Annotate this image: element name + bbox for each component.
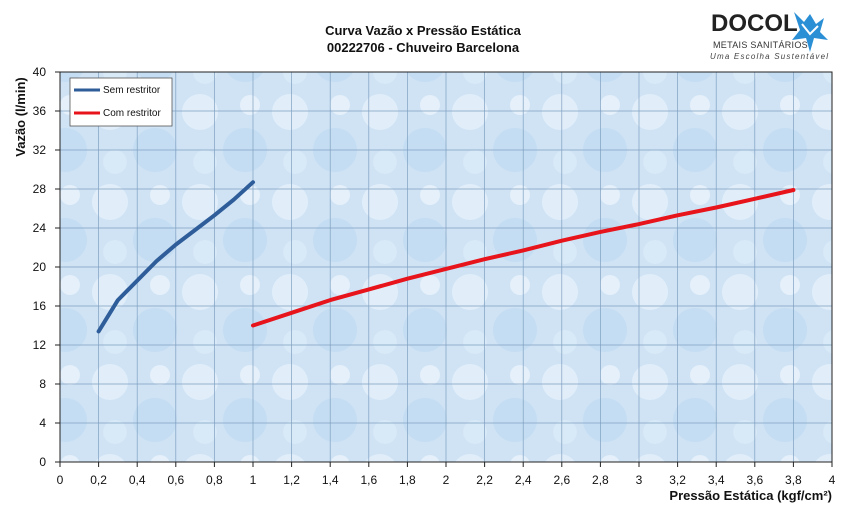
legend-label-com-restritor: Com restritor (103, 108, 161, 119)
series-line-com-restritor (251, 188, 796, 328)
x-tick-label: 1,2 (283, 473, 300, 487)
x-tick-label: 0,6 (167, 473, 184, 487)
logo-wordmark: DOCOL (711, 10, 798, 37)
chart-subtitle: 00222706 - Chuveiro Barcelona (326, 40, 520, 55)
x-axis-ticks: 0 0,2 0,4 0,6 0,8 1 1,2 1,4 1,6 1,8 2 2,2 2,4 2,6 2,8 3… (57, 462, 836, 487)
x-tick-label: 3 (636, 473, 643, 487)
y-tick-label: 16 (33, 299, 47, 313)
y-tick-label: 24 (33, 221, 47, 235)
chart-title-block: Curva Vazão x Pressão Estática 00222706 … (200, 22, 646, 56)
series-lines (96, 180, 796, 334)
grid (60, 72, 832, 462)
x-tick-label: 2 (443, 473, 450, 487)
x-tick-label: 2,6 (553, 473, 570, 487)
y-tick-label: 40 (33, 65, 47, 79)
x-tick-label: 3,8 (785, 473, 802, 487)
x-tick-label: 0 (57, 473, 64, 487)
y-tick-label: 36 (33, 104, 47, 118)
legend-label-sem-restritor: Sem restritor (103, 85, 161, 96)
chart-title: Curva Vazão x Pressão Estática (325, 23, 521, 38)
x-tick-label: 0,8 (206, 473, 223, 487)
y-tick-label: 32 (33, 143, 47, 157)
x-tick-label: 1,8 (399, 473, 416, 487)
y-axis-title: Vazão (l/min) (13, 77, 28, 156)
y-tick-label: 12 (33, 338, 47, 352)
logo-subtitle: METAIS SANITÁRIOS (713, 40, 808, 50)
y-tick-label: 0 (39, 455, 46, 469)
x-tick-label: 1 (250, 473, 257, 487)
y-tick-label: 4 (39, 416, 46, 430)
logo-tagline: Uma Escolha Sustentável (710, 52, 830, 61)
x-tick-label: 3,4 (708, 473, 725, 487)
y-tick-label: 20 (33, 260, 47, 274)
x-tick-label: 1,6 (360, 473, 377, 487)
legend: Sem restritor Com restritor (69, 77, 173, 127)
x-tick-label: 2,8 (592, 473, 609, 487)
y-tick-label: 28 (33, 182, 47, 196)
x-tick-label: 1,4 (322, 473, 339, 487)
x-tick-label: 2,2 (476, 473, 493, 487)
y-tick-label: 8 (39, 377, 46, 391)
docol-logo: DOCOL METAIS SANITÁRIOS Uma Escolha Sust… (706, 8, 836, 66)
x-tick-label: 0,2 (90, 473, 107, 487)
series-line-sem-restritor (96, 180, 255, 334)
x-tick-label: 3,2 (669, 473, 686, 487)
y-axis-ticks: 0 4 8 12 16 20 24 28 32 36 40 (33, 65, 60, 469)
x-tick-label: 3,6 (746, 473, 763, 487)
logo-wave-icon (792, 12, 828, 52)
x-axis-title: Pressão Estática (kgf/cm²) (669, 488, 832, 503)
x-tick-label: 0,4 (129, 473, 146, 487)
legend-box (69, 77, 173, 127)
x-tick-label: 4 (829, 473, 836, 487)
x-tick-label: 2,4 (515, 473, 532, 487)
